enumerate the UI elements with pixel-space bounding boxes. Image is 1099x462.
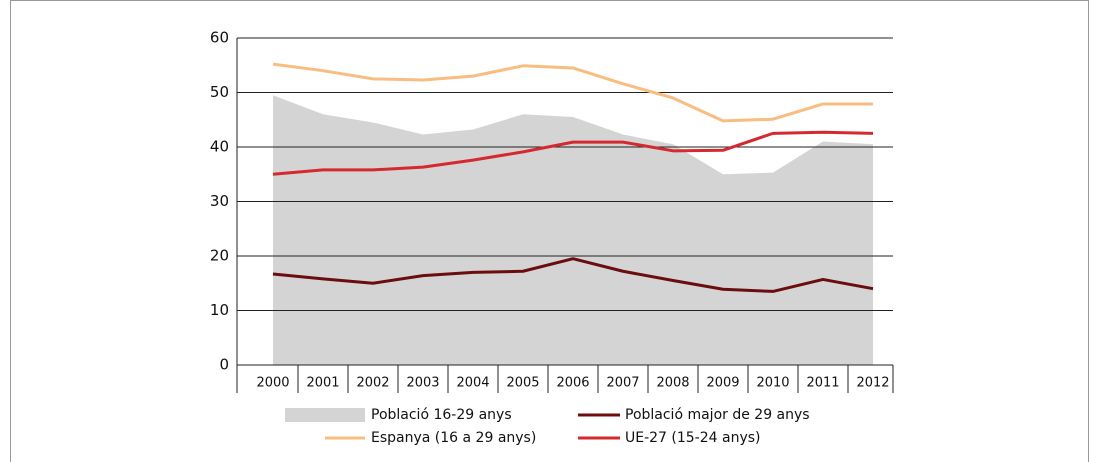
y-tick-label: 0 <box>219 356 229 374</box>
x-tick-label: 2005 <box>506 376 539 391</box>
line <box>272 62 873 123</box>
y-tick-label: 40 <box>210 138 229 156</box>
frame <box>10 0 1089 462</box>
legend-label: Població 16-29 anys <box>371 407 512 423</box>
x-tick-label: 2006 <box>556 376 589 391</box>
x-tick-label: 2004 <box>456 376 489 391</box>
x-tick-label: 2009 <box>706 376 739 391</box>
y-tick-label: 60 <box>210 29 229 47</box>
y-tick-label: 10 <box>210 301 229 319</box>
legend-swatch <box>285 408 365 422</box>
line <box>272 130 874 176</box>
y-tick-label: 30 <box>210 192 229 210</box>
x-tick-label: 2012 <box>856 376 889 391</box>
legend-label: UE-27 (15-24 anys) <box>625 430 761 446</box>
y-tick-label: 50 <box>210 83 229 101</box>
x-tick-label: 2007 <box>606 376 639 391</box>
legend-label: Població major de 29 anys <box>625 407 810 423</box>
line <box>272 257 874 293</box>
x-tick-label: 2001 <box>306 376 339 391</box>
x-tick-label: 2011 <box>806 376 839 391</box>
area <box>273 95 873 365</box>
x-tick-label: 2008 <box>656 376 689 391</box>
x-tick-label: 2000 <box>256 376 289 391</box>
x-tick-label: 2002 <box>356 376 389 391</box>
y-tick-label: 20 <box>210 247 229 265</box>
legend-label: Espanya (16 a 29 anys) <box>371 430 536 446</box>
x-tick-label: 2010 <box>756 376 789 391</box>
x-tick-label: 2003 <box>406 376 439 391</box>
